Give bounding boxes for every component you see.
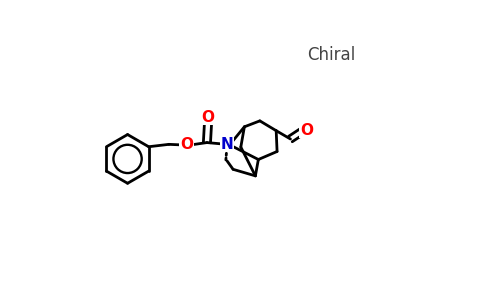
Text: Chiral: Chiral bbox=[307, 46, 355, 64]
Text: O: O bbox=[180, 137, 193, 152]
Text: O: O bbox=[202, 110, 214, 124]
Text: O: O bbox=[300, 123, 313, 138]
Text: N: N bbox=[221, 136, 233, 152]
